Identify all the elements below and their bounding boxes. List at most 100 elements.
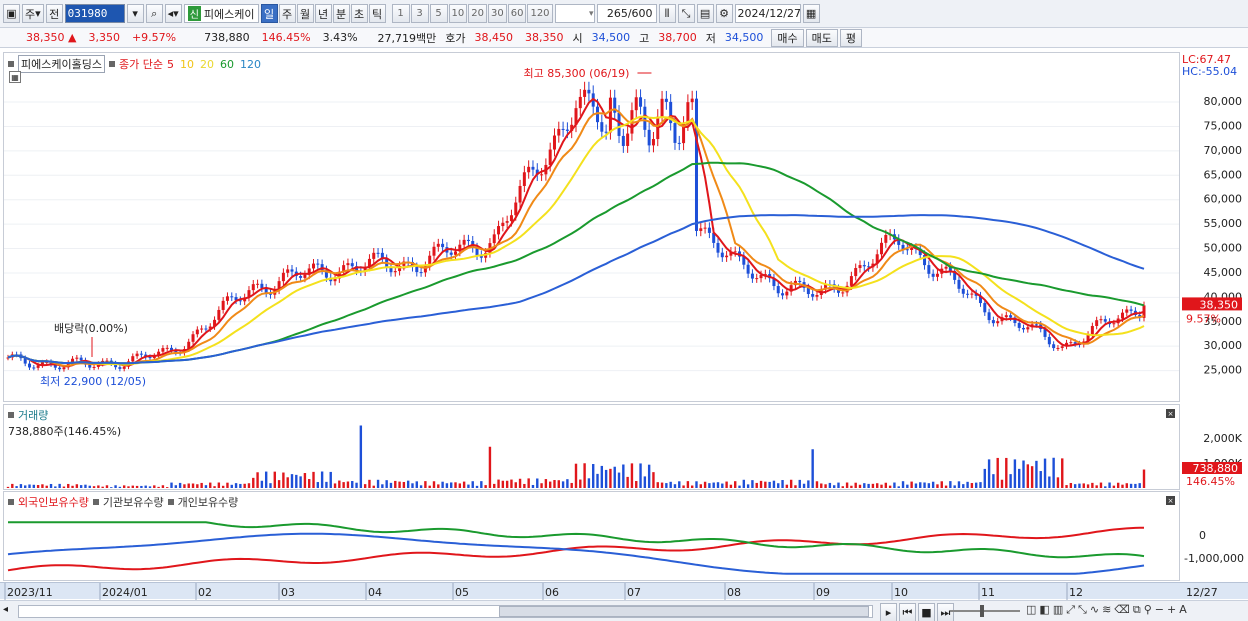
line-tool-icon[interactable]: ⤢ — [1066, 603, 1076, 616]
volume-bar — [217, 482, 221, 488]
wave-tool-icon[interactable]: ∿ — [1089, 603, 1100, 616]
layout-1-icon[interactable]: ◫ — [1026, 603, 1037, 616]
candle-body — [570, 124, 574, 131]
interval-tab[interactable]: 5 — [429, 4, 448, 23]
copy-tool-icon[interactable]: ⧉ — [1132, 603, 1141, 616]
period-tab[interactable]: 년 — [314, 4, 332, 23]
code-dropdown-icon[interactable]: ▾ — [126, 4, 144, 23]
interval-tab[interactable]: 20 — [468, 4, 487, 23]
prev-button[interactable]: 전 — [45, 4, 63, 23]
interval-tab[interactable]: 60 — [507, 4, 527, 23]
interval-tab[interactable]: 120 — [527, 4, 553, 23]
search-icon[interactable]: ⌕ — [145, 4, 163, 23]
date-input[interactable]: 2024/12/27 — [734, 4, 801, 23]
candle-body — [290, 269, 294, 272]
period-tab[interactable]: 주 — [278, 4, 296, 23]
scroll-right-icon[interactable]: ▸ — [880, 603, 897, 621]
volume-bar — [368, 479, 371, 488]
interval-tab[interactable]: 30 — [487, 4, 507, 23]
candle-body — [707, 227, 711, 233]
candle-body — [961, 288, 965, 294]
volume-bar — [58, 483, 61, 488]
holding-pane[interactable]: 외국인보유수량 기관보유수량 개인보유수량 × — [3, 491, 1180, 581]
period-tab[interactable]: 틱 — [368, 4, 386, 23]
bar-count[interactable]: 265/600 — [596, 4, 657, 23]
rewind-icon[interactable]: ⏮ — [899, 603, 916, 621]
indicator-label: 종가 단순 — [118, 58, 163, 71]
gear-icon[interactable]: ⚙ — [715, 4, 733, 23]
interval-tab[interactable]: 1 — [391, 4, 410, 23]
scroll-thumb[interactable] — [499, 606, 869, 617]
candle-body — [897, 239, 901, 245]
trend-tool-icon[interactable]: ⤡ — [1078, 603, 1087, 616]
close-icon[interactable]: × — [1166, 496, 1175, 505]
fib-tool-icon[interactable]: ≋ — [1102, 603, 1112, 616]
layout-3-icon[interactable]: ▥ — [1052, 603, 1064, 616]
layout-2-icon[interactable]: ◧ — [1039, 603, 1050, 616]
close-icon[interactable]: × — [1166, 409, 1175, 418]
ma-legend-item: 5 — [166, 57, 174, 71]
candle-type-icon[interactable]: ⫴ — [658, 4, 676, 23]
interval-tab[interactable]: 10 — [448, 4, 468, 23]
candle-body — [363, 266, 367, 272]
ma-line — [7, 97, 1145, 368]
sound-icon[interactable]: ◂▾ — [164, 4, 182, 23]
font-icon[interactable]: A — [1179, 603, 1187, 616]
stock-code-input[interactable]: 031980 — [64, 4, 125, 23]
candle-body — [948, 266, 952, 272]
candle-body — [238, 300, 242, 302]
buy-button[interactable]: 매수 — [771, 28, 804, 47]
zoom-slider-handle[interactable] — [980, 605, 984, 617]
volume-bar — [527, 478, 530, 488]
candle-body — [854, 268, 858, 277]
volume-bar — [260, 480, 264, 488]
scroll-left-icon[interactable]: ◂ — [3, 604, 9, 615]
holding-legend-item: 개인보유수량 — [177, 496, 239, 509]
volume-bar — [28, 484, 31, 488]
ma-legend-item: 20 — [199, 57, 214, 71]
volume-bar — [338, 480, 341, 488]
interval-tab[interactable]: 3 — [410, 4, 429, 23]
volume-bar — [992, 474, 995, 488]
candle-body — [449, 252, 453, 255]
table-icon[interactable]: ▦ — [9, 71, 21, 83]
calendar-icon[interactable]: ▦ — [802, 4, 820, 23]
candle-body — [970, 293, 974, 295]
volume-bar — [325, 481, 328, 488]
volume-pane[interactable]: 거래량 738,880주(146.45%) × — [3, 404, 1180, 490]
price-change-pct: +9.57% — [131, 31, 177, 44]
holding-chart[interactable] — [4, 492, 1179, 580]
save-icon[interactable]: ▤ — [696, 4, 714, 23]
volume-bar — [178, 482, 182, 488]
period-tab[interactable]: 초 — [350, 4, 368, 23]
volume-bar — [523, 483, 526, 488]
zoom-slider[interactable] — [950, 605, 1020, 617]
volume-bar — [1073, 484, 1077, 488]
candle-body — [1090, 325, 1094, 335]
sell-button[interactable]: 매도 — [805, 28, 838, 47]
eval-button[interactable]: 평 — [839, 28, 863, 47]
stop-icon[interactable]: ■ — [918, 603, 935, 621]
volume-bar — [36, 485, 40, 488]
plus-icon[interactable]: + — [1166, 603, 1177, 616]
zoom-icon[interactable]: ⚲ — [1143, 603, 1152, 616]
period-tab[interactable]: 월 — [296, 4, 314, 23]
forward-icon[interactable]: ⏭ — [937, 603, 954, 621]
interval-combo[interactable]: ▾ — [554, 4, 595, 23]
erase-tool-icon[interactable]: ⌫ — [1114, 603, 1130, 616]
volume-chart[interactable] — [4, 405, 1179, 489]
layout-icon[interactable]: ▣ — [3, 4, 20, 23]
volume-bar — [759, 480, 763, 488]
volume-bar — [402, 481, 406, 488]
ma-line — [7, 161, 1145, 365]
period-tab[interactable]: 일 — [260, 4, 278, 23]
draw-tool-icon[interactable]: ⤡ — [677, 4, 695, 23]
market-select[interactable]: 주 ▾ — [22, 4, 44, 23]
y-tick-label: 30,000 — [1204, 339, 1243, 352]
volume-bar — [1082, 483, 1085, 488]
price-pane[interactable]: 최고 85,300 (06/19) 최저 22,900 (12/05) 배당락(0.… — [3, 52, 1180, 402]
scroll-track[interactable] — [18, 605, 873, 618]
minus-icon[interactable]: − — [1154, 603, 1164, 616]
period-tab[interactable]: 분 — [332, 4, 350, 23]
price-chart[interactable]: 최고 85,300 (06/19) 최저 22,900 (12/05) 배당락(0.… — [4, 53, 1179, 401]
